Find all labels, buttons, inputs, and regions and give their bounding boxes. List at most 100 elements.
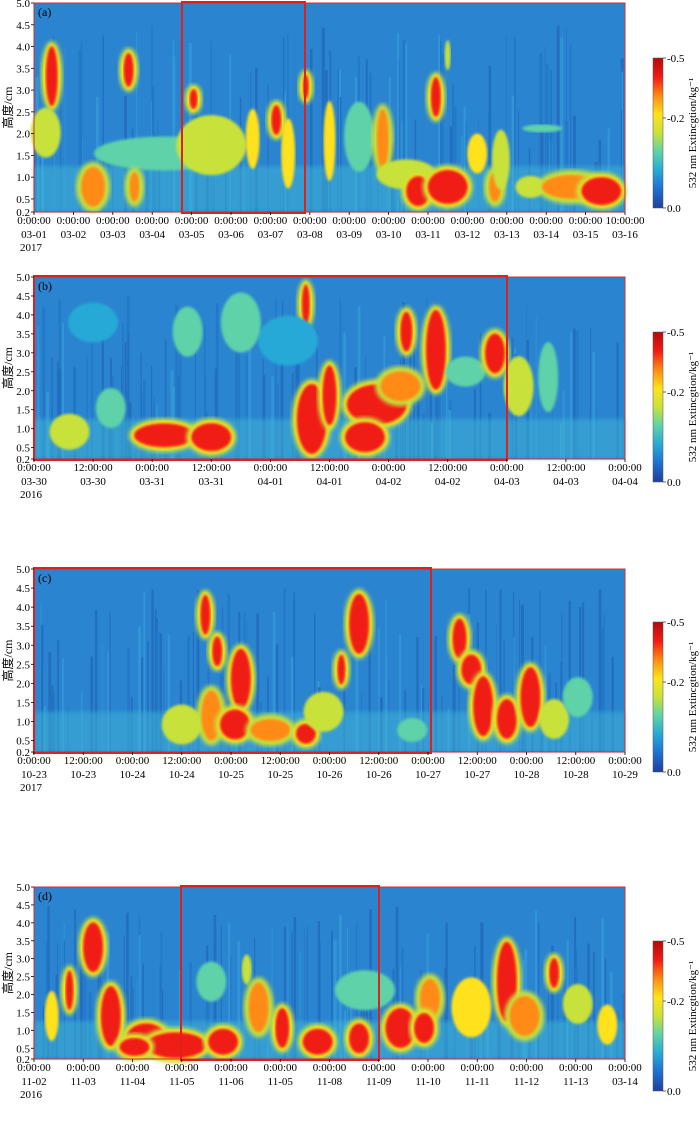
y-tick-label: 0.5 bbox=[16, 443, 30, 455]
texture-stripe bbox=[576, 330, 579, 459]
x-tick-time: 0:00:00 bbox=[57, 215, 91, 227]
y-tick-label: 3.5 bbox=[16, 329, 30, 341]
texture-stripe bbox=[514, 37, 516, 213]
layer-core bbox=[172, 306, 203, 357]
aerosol-layers bbox=[49, 279, 559, 459]
texture-stripe bbox=[434, 635, 438, 752]
texture-stripe bbox=[283, 926, 287, 1059]
x-tick-time: 0:00:00 bbox=[17, 462, 51, 474]
texture-stripe bbox=[142, 963, 144, 1059]
y-tick-label: 3.0 bbox=[16, 348, 30, 360]
colorbar bbox=[652, 621, 664, 773]
texture-stripe bbox=[287, 923, 289, 1059]
layer-core bbox=[301, 284, 310, 325]
y-tick-label: 0.5 bbox=[16, 1043, 30, 1055]
texture-stripe bbox=[126, 912, 129, 1059]
x-tick-time: 0:00:00 bbox=[608, 755, 642, 767]
x-tick-time: 0:00:00 bbox=[411, 215, 445, 227]
colorbar-label: 532 nm Extincgtion/kg⁻¹ bbox=[687, 961, 699, 1072]
texture-stripe bbox=[130, 976, 133, 1059]
x-tick-time: 0:00:00 bbox=[313, 1062, 347, 1074]
y-tick-label: 1.0 bbox=[16, 1025, 30, 1037]
texture-stripe bbox=[73, 367, 76, 459]
layer-core bbox=[219, 709, 250, 740]
layer-core bbox=[220, 292, 261, 353]
x-tick-time: 0:00:00 bbox=[116, 1062, 150, 1074]
texture-stripe bbox=[293, 917, 297, 1059]
layer-core bbox=[161, 704, 202, 745]
texture-stripe bbox=[499, 589, 502, 752]
layer-core bbox=[189, 89, 198, 110]
x-tick-time: 0:00:00 bbox=[559, 1062, 593, 1074]
texture-stripe bbox=[140, 352, 142, 459]
layer-core bbox=[597, 1004, 618, 1045]
aerosol-layers bbox=[161, 588, 593, 749]
colorbar-label: 532 nm Extincgtion/kg⁻¹ bbox=[687, 352, 699, 463]
x-tick-date: 10-25 bbox=[267, 769, 293, 781]
texture-stripe bbox=[121, 321, 124, 459]
texture-stripe bbox=[463, 107, 466, 212]
texture-stripe bbox=[600, 627, 604, 752]
y-tick-label: 4.5 bbox=[16, 291, 30, 303]
x-tick-date: 11-04 bbox=[120, 1076, 146, 1088]
texture-stripe bbox=[283, 588, 286, 752]
texture-stripe bbox=[196, 589, 200, 752]
layer-core bbox=[100, 986, 121, 1046]
texture-stripe bbox=[237, 940, 241, 1059]
panel-a: (a) 5.0 4.5 4.0 3.5 3.0 2.5 2.0 1.5 1.0 0.50.2 高度/c… bbox=[0, 0, 699, 254]
x-tick-date: 11-10 bbox=[415, 1076, 441, 1088]
y-tick-label: 4.0 bbox=[16, 310, 30, 322]
x-tick-time: 12:00:00 bbox=[359, 755, 399, 767]
texture-stripe bbox=[333, 939, 337, 1059]
texture-stripe bbox=[147, 641, 149, 752]
texture-stripe bbox=[293, 312, 295, 459]
texture-stripe bbox=[547, 955, 549, 1059]
layer-core bbox=[349, 1023, 370, 1054]
layer-core bbox=[515, 175, 546, 198]
texture-stripe bbox=[438, 35, 440, 213]
x-tick-date: 10-26 bbox=[317, 769, 343, 781]
y-tick-label: 4.5 bbox=[16, 583, 30, 595]
texture-stripe bbox=[573, 328, 576, 459]
texture-stripe bbox=[57, 639, 59, 752]
texture-stripe bbox=[80, 938, 84, 1059]
x-tick-date: 10-24 bbox=[169, 769, 195, 781]
x-tick-date: 03-10 bbox=[376, 229, 402, 241]
y-tick-label: 1.0 bbox=[16, 717, 30, 729]
texture-stripe bbox=[163, 670, 165, 752]
texture-stripe bbox=[550, 69, 552, 212]
layer-core bbox=[200, 594, 211, 635]
texture-stripe bbox=[189, 962, 193, 1059]
layer-core bbox=[430, 77, 441, 118]
texture-stripe bbox=[138, 626, 142, 752]
x-tick-date: 04-02 bbox=[376, 476, 402, 488]
x-tick-date: 03-09 bbox=[336, 229, 362, 241]
layer-core bbox=[49, 413, 90, 450]
x-tick-date: 11-11 bbox=[465, 1076, 490, 1088]
plot-frame bbox=[33, 2, 626, 213]
y-tick-label: 0.2 bbox=[16, 1054, 30, 1066]
layer-core bbox=[349, 593, 370, 654]
layer-core bbox=[196, 961, 227, 1002]
texture-stripe bbox=[102, 35, 104, 213]
texture-stripe bbox=[215, 303, 219, 459]
texture-stripe bbox=[513, 636, 515, 752]
texture-stripe bbox=[37, 325, 39, 459]
texture-stripe bbox=[590, 328, 592, 459]
x-tick-time: 12:00:00 bbox=[556, 755, 596, 767]
texture-stripe bbox=[58, 368, 62, 459]
texture-stripe bbox=[442, 54, 444, 212]
texture-stripe bbox=[538, 922, 540, 1059]
x-tick-date: 03-13 bbox=[494, 229, 520, 241]
texture-stripe bbox=[565, 28, 568, 212]
x-tick-time: 0:00:00 bbox=[372, 462, 406, 474]
texture-stripe bbox=[416, 636, 419, 752]
texture-stripe bbox=[319, 941, 321, 1059]
texture-stripe bbox=[275, 298, 277, 459]
texture-stripe bbox=[127, 647, 130, 752]
x-tick-date: 03-15 bbox=[573, 229, 599, 241]
texture-stripe bbox=[385, 599, 387, 752]
texture-stripe bbox=[337, 69, 341, 213]
x-tick-date: 10-26 bbox=[366, 769, 392, 781]
texture-stripe bbox=[214, 368, 218, 459]
